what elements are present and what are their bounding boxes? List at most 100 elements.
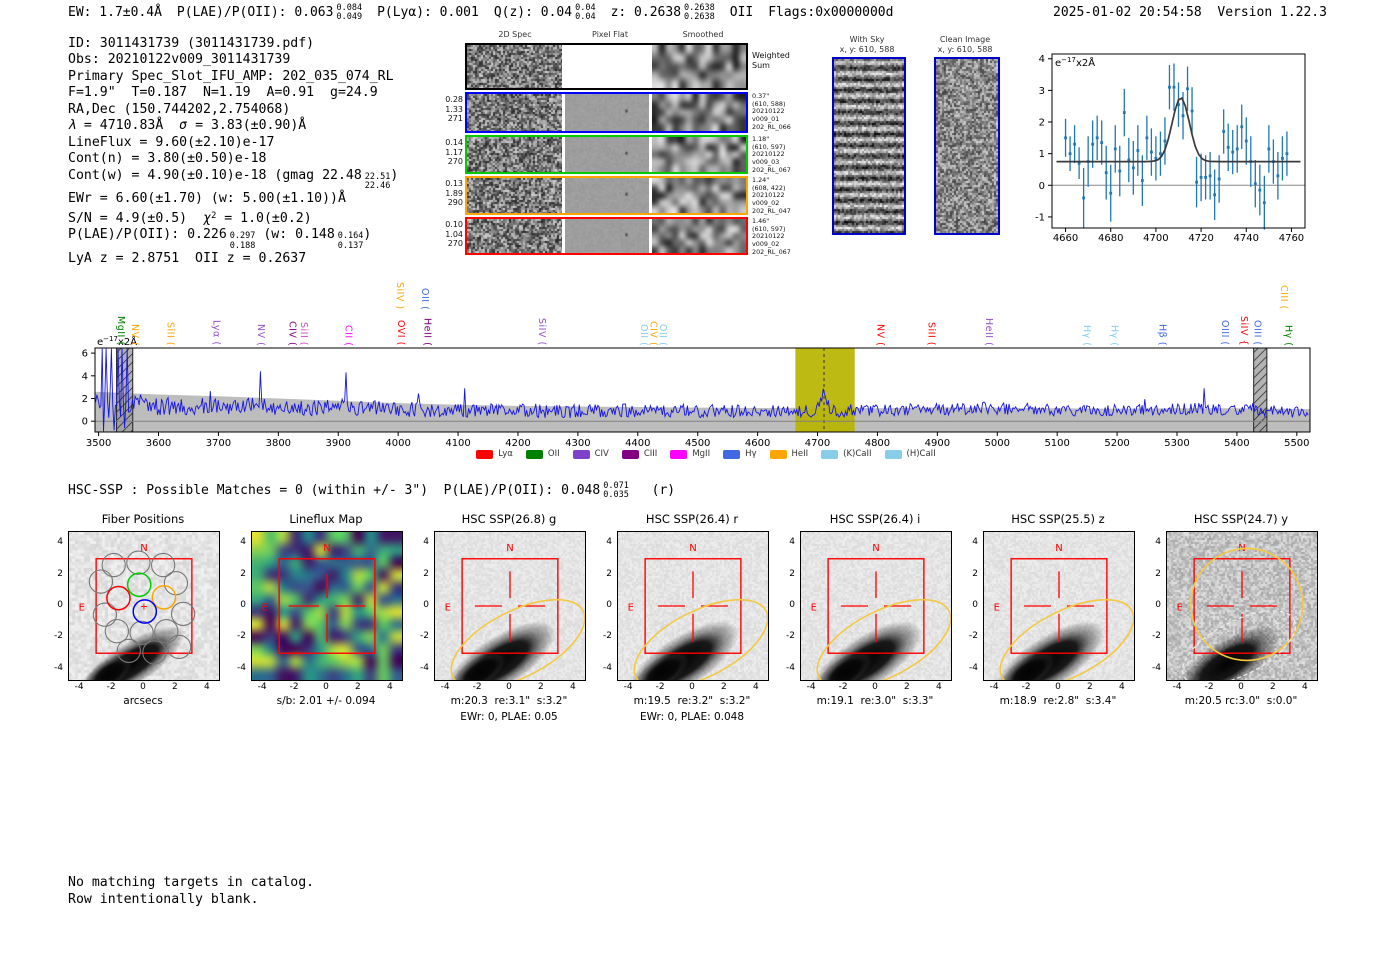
detected-line-band xyxy=(795,348,855,432)
x-tick-label: 4000 xyxy=(385,438,410,449)
info-line: S/N = 4.9(±0.5) χ2 = 1.0(±0.2) xyxy=(68,208,398,227)
stat-value: 1.17 xyxy=(445,147,463,157)
meta-line: 1.18" xyxy=(752,135,770,143)
legend-label: Lyα xyxy=(498,449,513,459)
info-line: LineFlux = 9.60(±2.10)e-17 xyxy=(68,135,398,151)
x-tick-label: 0 xyxy=(689,682,695,692)
x-tick-label: 5000 xyxy=(985,438,1010,449)
cutout-overlay: NE xyxy=(994,543,1134,680)
data-point xyxy=(1281,157,1284,160)
spec2d-col-header: 2D Spec xyxy=(498,30,532,39)
y-tick-label: 4 xyxy=(972,537,978,548)
y-tick-label: 6 xyxy=(82,349,88,360)
x-tick-label: 4 xyxy=(1301,682,1308,692)
legend-label: MgII xyxy=(692,449,711,459)
info-line: Primary Spec_Slot_IFU_AMP: 202_035_074_R… xyxy=(68,69,398,85)
cutout-caption: m:18.9 re:2.8" s:3.4" xyxy=(999,695,1117,707)
spec2d-image xyxy=(467,94,562,131)
info-text: = 4710.83Å xyxy=(75,118,180,134)
cutout-caption-2: EWr: 0, PLAE: 0.05 xyxy=(460,711,558,723)
legend-swatch xyxy=(670,449,688,459)
smoothed-image xyxy=(652,219,746,253)
upper-bound: 22.51 xyxy=(364,171,391,182)
legend-item: OII xyxy=(525,449,560,459)
y-tick-label: 4 xyxy=(606,537,612,548)
meta-line: 1.46" xyxy=(752,217,770,225)
info-text: EWr = 6.60(±1.70) (w: 5.00(±1.10))Å xyxy=(68,191,346,207)
legend-swatch xyxy=(821,449,839,459)
sky-image xyxy=(834,59,904,233)
y-tick-label: 2 xyxy=(1039,118,1045,129)
lower-bound: 0.035 xyxy=(603,490,629,501)
x-tick-label: 4700 xyxy=(1143,233,1168,242)
x-tick-label: 0 xyxy=(872,682,878,692)
header-stat: P(LAE)/P(OII): 0.063 0.084 0.049 xyxy=(177,3,362,23)
meta-line: v009_02 xyxy=(752,240,780,249)
y-tick-label: 2 xyxy=(57,568,63,579)
info-text: 2 xyxy=(210,210,217,221)
spec2d-row-stats: 0.13 1.89 290 xyxy=(443,179,463,208)
data-point xyxy=(1186,87,1189,91)
y-tick-label: 4 xyxy=(82,371,88,382)
x-tick-label: -2 xyxy=(472,682,482,692)
sky-title-coords: x, y: 610, 588 xyxy=(839,45,895,54)
info-text: ) xyxy=(390,167,399,183)
x-tick-label: 4760 xyxy=(1279,233,1304,242)
upper-bound: 0.071 xyxy=(603,481,629,491)
fiber-circle xyxy=(166,634,192,660)
data-point xyxy=(1068,152,1072,156)
smoothed-image xyxy=(652,94,746,131)
data-point xyxy=(1154,157,1158,160)
full-spectrum-plot: 0 2 4 6 3500 3600 3700 3800 3900 4000 4100 4200 4300… xyxy=(82,335,1311,449)
legend-label: OII xyxy=(547,449,560,459)
info-text: P(LAE)/P(OII): 0.226 xyxy=(68,227,227,243)
hsc-stat-text: HSC-SSP : Possible Matches = 0 (within +… xyxy=(68,483,601,498)
header-stat-text: Q(z): 0.04 xyxy=(493,5,573,20)
spec2d-row xyxy=(465,135,748,174)
info-text: Cont(w) = 4.90(±0.10)e-18 (gmag 22.48 xyxy=(68,167,362,183)
info-line: Cont(n) = 3.80(±0.50)e-18 xyxy=(68,151,398,167)
smoothed-image xyxy=(652,178,746,213)
x-tick-label: 3600 xyxy=(146,438,171,449)
y-tick-label: 2 xyxy=(82,394,88,405)
x-tick-label: -2 xyxy=(1021,682,1031,692)
spec2d-col-header: Pixel Flat xyxy=(592,30,628,39)
extraction-box xyxy=(461,558,559,654)
footer-line: No matching targets in catalog. xyxy=(68,875,315,890)
spec2d-row-stats: 0.10 1.04 270 xyxy=(443,220,463,249)
y-tick-label: 2 xyxy=(240,568,246,579)
cutout-canvas xyxy=(69,532,219,680)
meta-line: 202_RL_066 xyxy=(752,122,791,131)
header-stat: EW: 1.7±0.4Å xyxy=(68,5,162,20)
fiber-circle xyxy=(163,571,189,596)
y-tick-label: -2 xyxy=(54,631,63,642)
info-text: RA,Dec (150.744202,2.754068) xyxy=(68,101,291,117)
x-tick-label: 3700 xyxy=(206,438,231,449)
spec2d-row xyxy=(465,43,748,90)
stat-value: 270 xyxy=(447,157,463,166)
y-tick-label: -2 xyxy=(420,631,429,642)
data-point xyxy=(1222,130,1226,133)
data-point xyxy=(1091,142,1095,146)
masked-band-hatch xyxy=(1253,347,1268,433)
x-tick-label: 4200 xyxy=(505,438,530,449)
x-tick-label: 3900 xyxy=(326,438,351,449)
extraction-box xyxy=(278,558,376,654)
meta-line: Weighted xyxy=(752,51,790,60)
y-tick-label: 0 xyxy=(57,600,63,610)
header-stat-text: z: 0.2638 xyxy=(610,5,682,20)
compass-east-label: E xyxy=(628,603,634,614)
info-text: ID: 3011431739 (3011431739.pdf) xyxy=(68,36,315,51)
spec2d-row-meta: 1.46" (610, 597) 20210122 v009_02 202_RL_067 xyxy=(752,217,791,257)
header-stat: OII xyxy=(730,5,753,20)
stat-value: 0.28 xyxy=(445,95,463,104)
legend-item: Hγ xyxy=(723,449,757,459)
legend-label: (K)CaII xyxy=(843,449,872,459)
data-point xyxy=(1204,175,1208,179)
data-point xyxy=(1177,103,1180,107)
data-point xyxy=(1258,188,1262,192)
y-tick-label: 4 xyxy=(1039,54,1045,65)
x-axis-label: arcsecs xyxy=(123,695,163,707)
y-tick-label: -4 xyxy=(786,662,795,673)
spec2d-row-meta: 1.24" (608, 422) 20210122 v009_02 202_RL_047 xyxy=(752,176,791,216)
